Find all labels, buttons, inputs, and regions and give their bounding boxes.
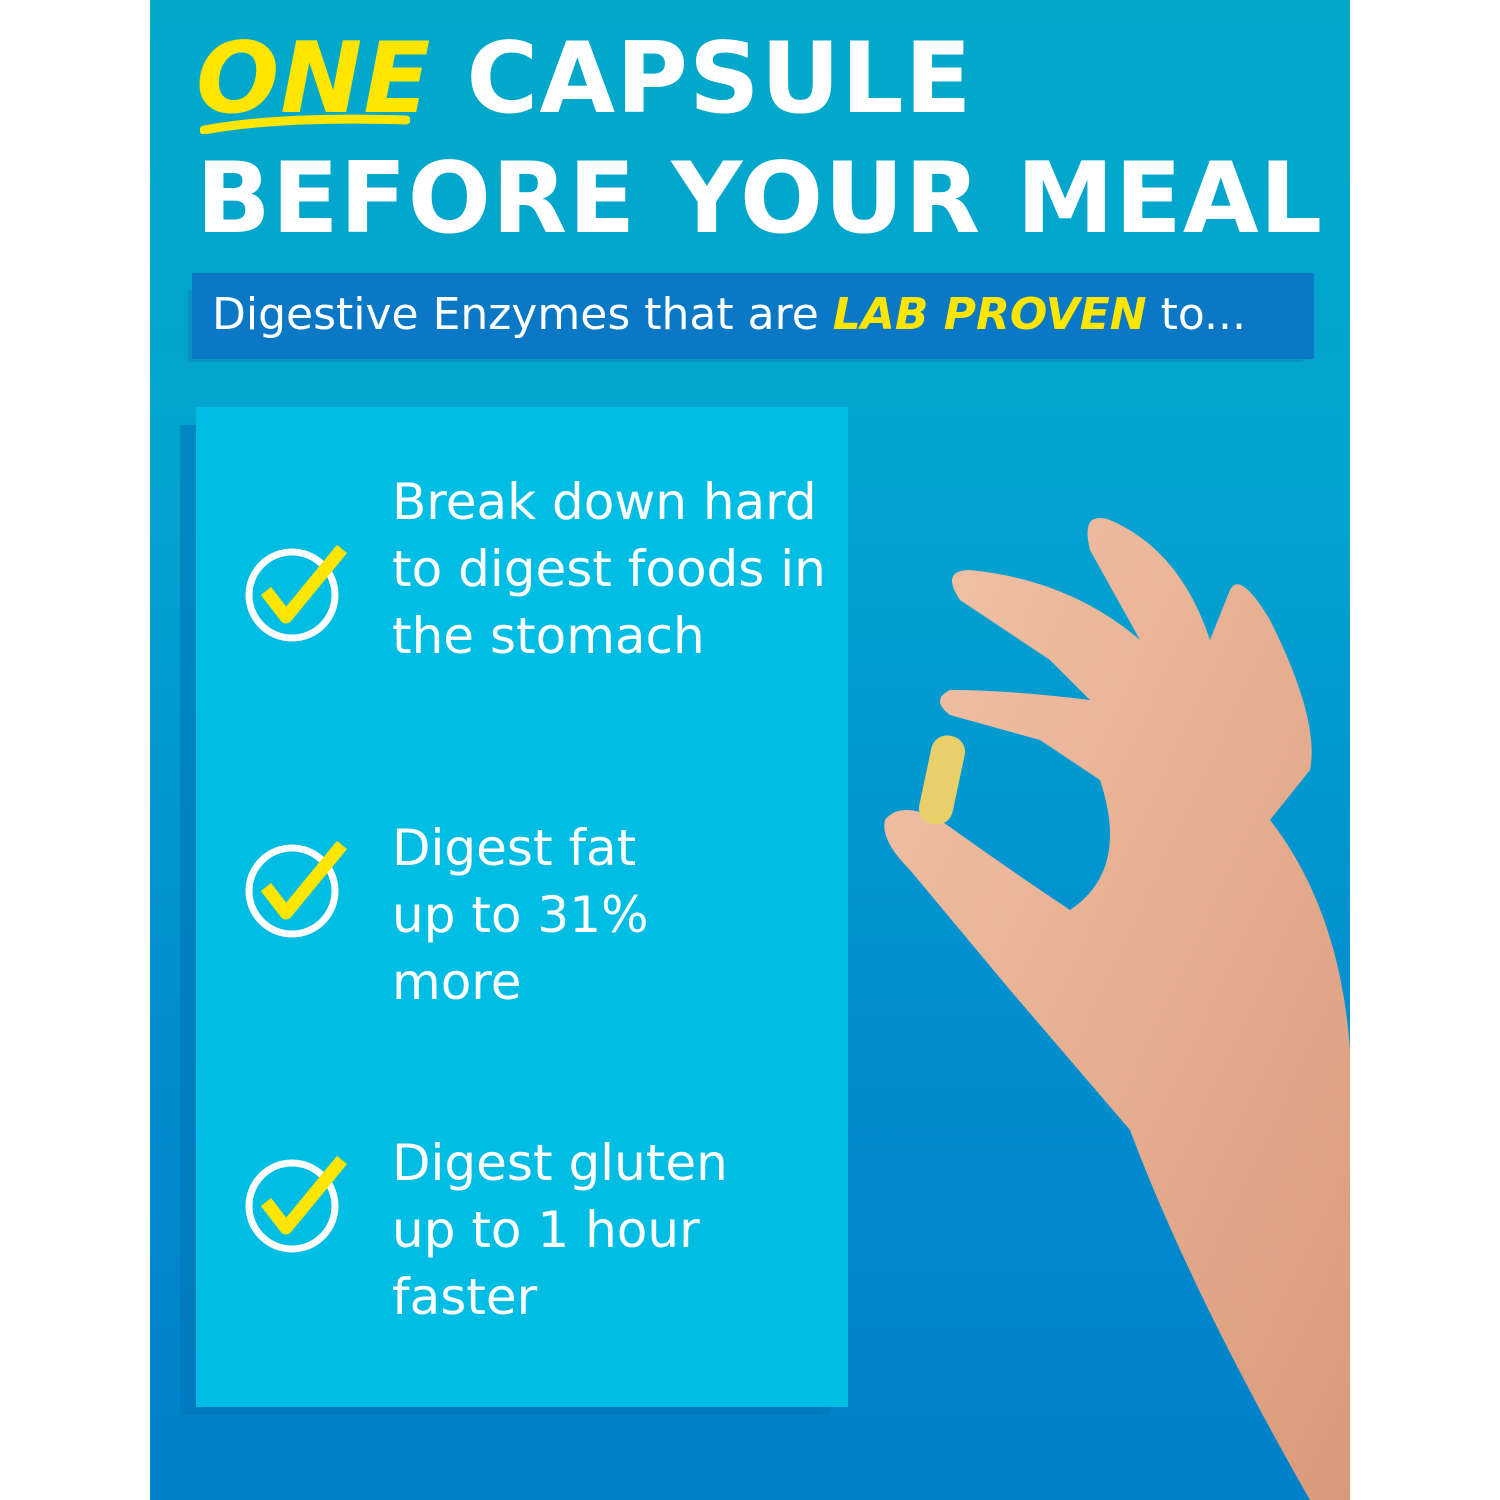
banner: Digestive Enzymes that are LAB PROVEN to… xyxy=(192,273,1314,359)
hand-holding-capsule-image xyxy=(884,518,1350,1500)
banner-suffix: to... xyxy=(1160,289,1246,340)
benefit-text: Break down hard to digest foods in the s… xyxy=(392,473,826,665)
headline-line2: BEFORE YOUR MEAL xyxy=(196,142,1324,256)
check-circle-icon xyxy=(245,1155,348,1253)
benefit-text: Digest fat up to 31% more xyxy=(392,819,649,1011)
headline-line1: ONE CAPSULE xyxy=(196,30,973,128)
benefits-box: Break down hard to digest foods in the s… xyxy=(196,407,848,1407)
product-infographic: ONE CAPSULE BEFORE YOUR MEAL Digestive E… xyxy=(150,0,1350,1500)
benefit-text: Digest gluten up to 1 hour faster xyxy=(392,1134,728,1326)
banner-text: Digestive Enzymes that are LAB PROVEN to… xyxy=(212,289,1246,340)
headline-highlight: ONE xyxy=(196,22,432,136)
check-circle-icon xyxy=(245,544,348,642)
headline-line1-rest: CAPSULE xyxy=(466,22,973,136)
banner-prefix: Digestive Enzymes that are xyxy=(212,289,819,340)
yellow-underline xyxy=(200,114,410,134)
banner-emphasis: LAB PROVEN xyxy=(832,289,1147,340)
check-circle-icon xyxy=(245,840,348,938)
